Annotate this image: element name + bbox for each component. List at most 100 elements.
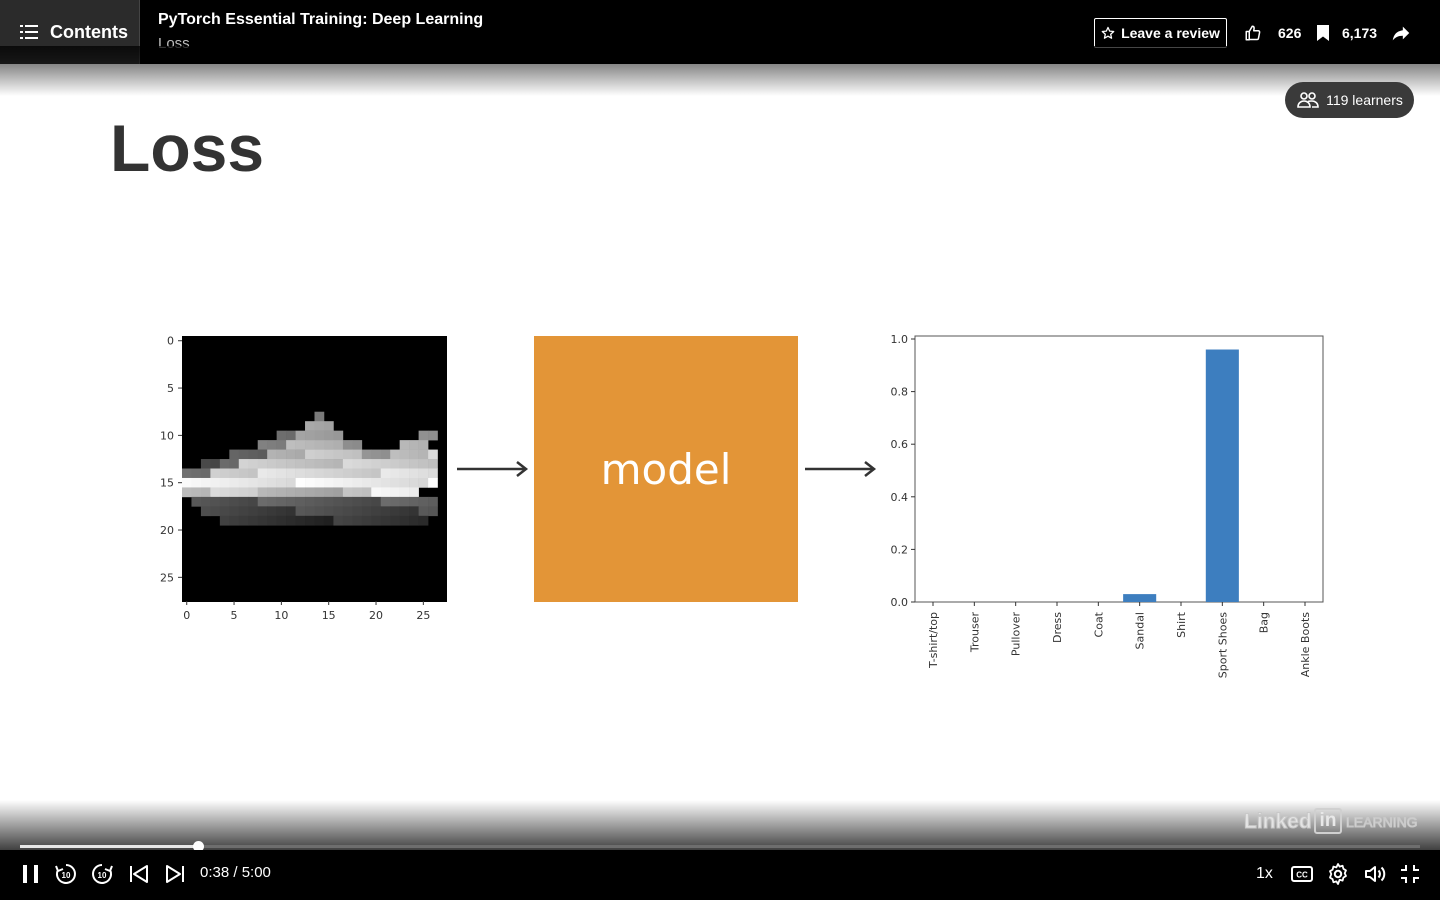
image-pixel: [314, 515, 325, 526]
list-icon: [20, 25, 38, 39]
image-pixel: [390, 487, 400, 498]
image-y-tick-label: 5: [167, 382, 174, 395]
image-pixel: [352, 496, 363, 507]
image-y-tick-label: 10: [160, 429, 174, 442]
image-pixel: [276, 449, 287, 460]
image-pixel: [210, 459, 221, 469]
image-x-tick-label: 0: [183, 609, 190, 622]
progress-bar[interactable]: [20, 841, 1420, 852]
image-pixel: [200, 459, 211, 469]
image-pixel: [229, 506, 240, 517]
exit-fullscreen-icon[interactable]: [1398, 862, 1422, 886]
image-x-axis: 0 5 10 15 20 25: [183, 601, 430, 622]
image-y-tick-label: 20: [160, 524, 174, 537]
image-pixel: [352, 459, 363, 469]
image-pixel: [352, 515, 363, 526]
leave-review-button[interactable]: Leave a review: [1094, 18, 1227, 48]
bar-sport-shoes: [1205, 349, 1239, 602]
image-pixel: [361, 506, 372, 517]
image-pixel: [295, 477, 306, 488]
y-tick-label: 0.8: [891, 386, 909, 399]
image-pixel: [352, 477, 363, 488]
image-pixel: [295, 449, 306, 460]
image-pixel: [219, 468, 230, 479]
image-pixel: [342, 459, 353, 469]
learners-badge[interactable]: 119 learners: [1285, 82, 1414, 118]
image-pixel: [314, 496, 325, 507]
image-pixel: [323, 421, 334, 431]
image-pixel: [390, 515, 400, 526]
image-pixel: [418, 449, 429, 460]
image-pixel: [295, 440, 306, 450]
image-pixel: [371, 468, 382, 479]
save-button[interactable]: 6,173: [1316, 20, 1377, 46]
image-pixel: [305, 506, 315, 517]
image-pixel: [219, 506, 230, 517]
svg-text:CC: CC: [1296, 871, 1308, 880]
image-pixel: [248, 515, 259, 526]
image-pixel: [342, 440, 353, 450]
image-pixel: [191, 477, 202, 488]
image-pixel: [333, 496, 344, 507]
image-pixel: [371, 449, 382, 460]
image-pixel: [248, 477, 259, 488]
x-tick-label: Shirt: [1175, 611, 1188, 638]
image-pixel: [342, 506, 353, 517]
image-pixel: [418, 430, 429, 441]
image-y-tick-label: 25: [160, 571, 174, 584]
image-pixel: [428, 430, 438, 441]
arrow-right-icon: [805, 461, 877, 477]
y-tick-label: 0.4: [891, 491, 909, 504]
settings-icon[interactable]: [1326, 862, 1350, 886]
time-display: 0:38 / 5:00: [200, 864, 271, 881]
watermark-linked: Linked: [1244, 810, 1313, 834]
image-pixel: [305, 459, 315, 469]
image-pixel: [333, 459, 344, 469]
x-tick-label: Pullover: [1010, 612, 1023, 657]
image-pixel: [191, 487, 202, 498]
image-pixel: [305, 430, 315, 441]
image-pixel: [286, 468, 296, 479]
share-icon[interactable]: [1390, 22, 1412, 44]
image-pixel: [380, 496, 391, 507]
forward-10-icon[interactable]: 10: [90, 862, 114, 886]
image-pixel: [229, 477, 240, 488]
image-pixel: [314, 430, 325, 441]
image-pixel: [238, 506, 249, 517]
volume-icon[interactable]: [1363, 862, 1387, 886]
image-pixel: [390, 468, 400, 479]
image-pixel: [267, 506, 277, 517]
image-pixel: [418, 506, 429, 517]
image-pixel: [352, 506, 363, 517]
next-icon[interactable]: [163, 862, 187, 886]
progress-handle[interactable]: [192, 841, 204, 852]
image-pixel: [305, 515, 315, 526]
image-pixel: [361, 496, 372, 507]
leave-review-label: Leave a review: [1121, 25, 1220, 41]
image-pixel: [323, 515, 334, 526]
x-tick-label: Ankle Boots: [1299, 612, 1312, 678]
image-y-tick-label: 0: [167, 335, 174, 348]
previous-icon[interactable]: [127, 862, 151, 886]
image-pixel: [295, 459, 306, 469]
image-pixel: [409, 515, 419, 526]
image-pixel: [305, 477, 315, 488]
image-pixel: [305, 496, 315, 507]
image-pixel: [229, 496, 240, 507]
pause-icon[interactable]: [19, 862, 43, 886]
playback-speed-button[interactable]: 1x: [1256, 865, 1273, 882]
image-pixel: [286, 487, 296, 498]
image-pixel: [409, 468, 419, 479]
svg-text:10: 10: [62, 871, 71, 880]
image-pixel: [428, 459, 438, 469]
image-pixel: [399, 477, 410, 488]
image-pixel: [333, 468, 344, 479]
image-pixel: [361, 468, 372, 479]
image-pixel: [390, 496, 400, 507]
closed-captions-icon[interactable]: CC: [1290, 862, 1314, 886]
image-pixel: [399, 506, 410, 517]
rewind-10-icon[interactable]: 10: [54, 862, 78, 886]
image-pixel: [399, 487, 410, 498]
image-pixel: [323, 459, 334, 469]
like-button[interactable]: 626: [1244, 20, 1301, 46]
